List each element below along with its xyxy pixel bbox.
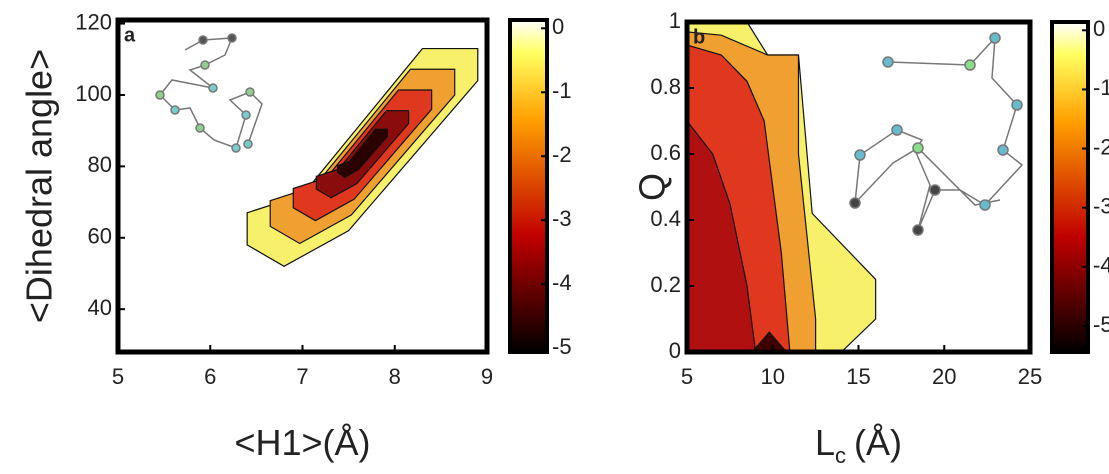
x-tick-label: 9 <box>481 364 493 389</box>
colorbar-tick-label: -3 <box>552 206 572 231</box>
colorbar-tick-label: -3 <box>1093 194 1109 219</box>
colorbar-tick-label: 0 <box>552 14 564 39</box>
x-label-main: <H1>(Å) <box>234 422 370 463</box>
y-tick-label: 80 <box>88 152 112 177</box>
colorbar-tick-label: 0 <box>1093 16 1105 41</box>
y-axis-label: <Dihedral angle> <box>19 49 60 323</box>
y-tick-label: 0.6 <box>650 140 681 165</box>
contour-region <box>336 128 388 179</box>
y-tick-label: 0 <box>669 338 681 363</box>
colorbar-tick-label: -1 <box>552 78 572 103</box>
x-tick-label: 20 <box>932 364 956 389</box>
colorbar-tick-label: -2 <box>1093 134 1109 159</box>
y-tick-label: 120 <box>75 9 112 34</box>
panel-label: a <box>124 24 136 46</box>
x-tick-label: 7 <box>296 364 308 389</box>
inset-molecule-a <box>155 33 263 153</box>
colorbar-tick-label: -2 <box>552 142 572 167</box>
y-tick-label: 0.4 <box>650 206 681 231</box>
colorbar-tick-label: -5 <box>552 334 572 359</box>
panel-label: b <box>693 26 705 48</box>
x-label-main: L <box>815 422 835 463</box>
y-tick-label: 100 <box>75 81 112 106</box>
y-tick-label: 60 <box>88 224 112 249</box>
x-tick-label: 15 <box>846 364 870 389</box>
colorbar <box>508 18 549 354</box>
y-tick-label: 40 <box>88 295 112 320</box>
y-tick-label: 0.2 <box>650 272 681 297</box>
x-tick-label: 5 <box>681 364 693 389</box>
inset-molecule-b <box>849 32 1024 236</box>
x-tick-label: 5 <box>112 364 124 389</box>
x-axis-label: <H1>(Å) <box>234 422 370 463</box>
x-axis-label: Lc (Å) <box>815 422 902 469</box>
colorbar-tick-label: -4 <box>552 270 572 295</box>
colorbar-tick-label: -5 <box>1093 312 1109 337</box>
x-tick-label: 25 <box>1018 364 1042 389</box>
y-axis-label: Q <box>632 173 673 201</box>
y-tick-label: 0.8 <box>650 74 681 99</box>
colorbar-tick-label: -4 <box>1093 253 1109 278</box>
x-label-unit: (Å) <box>854 422 902 463</box>
colorbar-tick-label: -1 <box>1093 75 1109 100</box>
x-label-sub: c <box>835 443 846 468</box>
x-tick-label: 8 <box>389 364 401 389</box>
colorbar <box>1050 20 1090 354</box>
x-tick-label: 6 <box>204 364 216 389</box>
y-tick-label: 1 <box>669 8 681 33</box>
x-tick-label: 10 <box>761 364 785 389</box>
